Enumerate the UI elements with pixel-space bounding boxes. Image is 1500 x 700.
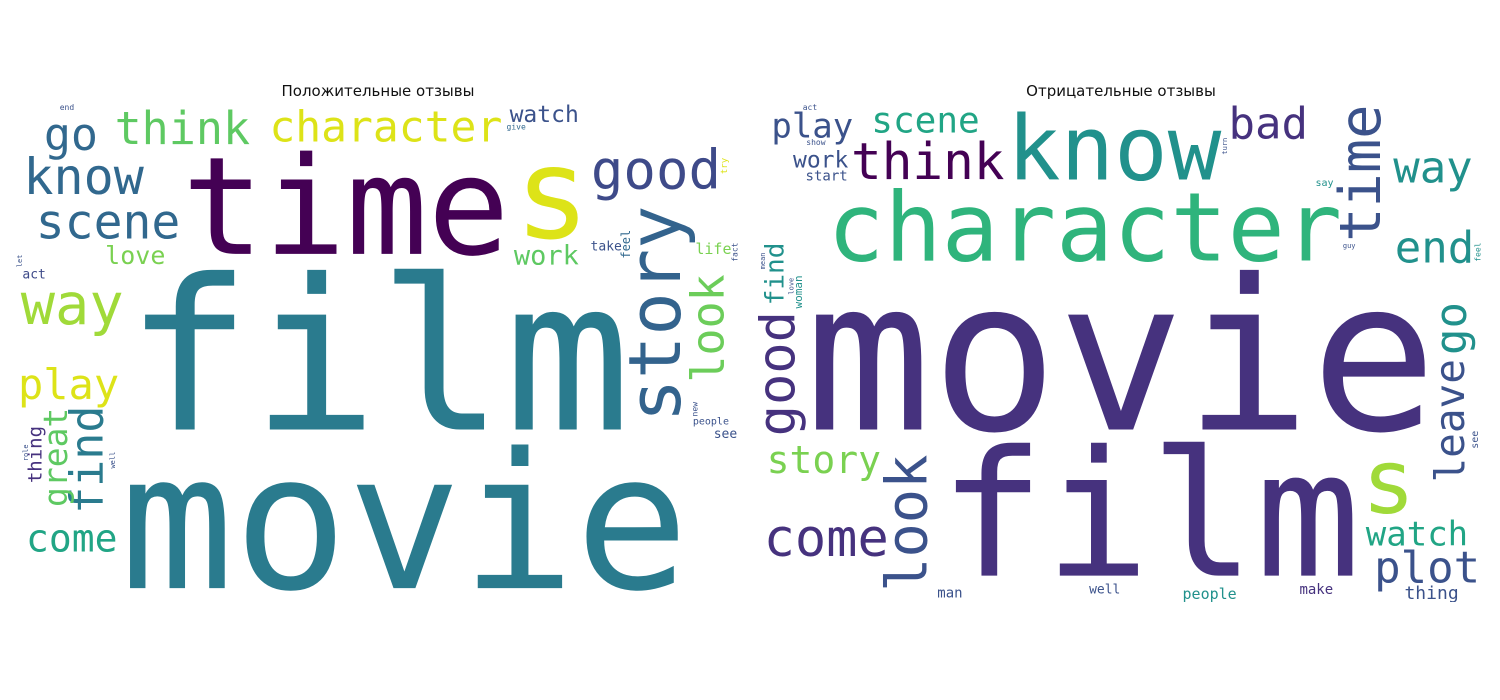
chart-title-negative: Отрицательные отзывы xyxy=(1026,82,1216,100)
wordcloud-word: end xyxy=(1395,222,1474,273)
wordcloud-word: look xyxy=(874,455,940,592)
wordcloud-panel-negative: Отрицательные отзывы movie film character l… xyxy=(758,80,1484,602)
wordcloud-word: see xyxy=(714,427,738,442)
wordcloud-word: story xyxy=(767,438,881,482)
wordcloud-word: let xyxy=(16,255,24,268)
wordcloud-word: film xyxy=(125,234,631,479)
wordcloud-word: film xyxy=(939,415,1360,602)
wordcloud-word: take xyxy=(591,239,622,254)
wordcloud-word: movie xyxy=(120,413,689,602)
wordcloud-word: mean xyxy=(759,252,767,269)
wordcloud-word: come xyxy=(764,509,889,569)
wordcloud-word: make xyxy=(1299,582,1333,598)
wordcloud-word: think xyxy=(851,133,1005,192)
wordcloud-word: try xyxy=(720,157,730,174)
wordcloud-word: turn xyxy=(1221,138,1229,155)
wordcloud-word: leave xyxy=(1426,359,1474,482)
wordcloud-word: act xyxy=(803,103,818,112)
wordcloud-word: well xyxy=(109,452,117,469)
wordcloud-word: love xyxy=(105,241,165,270)
wordcloud-word: end xyxy=(60,103,75,112)
wordcloud-word: woman xyxy=(792,275,805,308)
wordcloud-word: start xyxy=(806,168,848,184)
wordcloud-word: people xyxy=(693,417,729,428)
wordcloud-word: s xyxy=(1362,429,1416,533)
wordcloud-word: feel xyxy=(1473,242,1482,261)
wordcloud-word: play xyxy=(771,106,853,146)
wordcloud-word: well xyxy=(1089,582,1120,597)
wordcloud-word: fact xyxy=(730,242,739,261)
wordcloud-word: plot xyxy=(1374,542,1480,593)
wordcloud-word: know xyxy=(1007,102,1222,200)
wordcloud-word: time xyxy=(1328,104,1394,241)
wordcloud-word: movie xyxy=(805,234,1437,479)
wordcloud-word: character xyxy=(827,174,1342,284)
wordcloud-word: life xyxy=(695,240,731,258)
wordcloud-word: work xyxy=(793,147,849,173)
wordcloud-word: way xyxy=(1393,143,1472,194)
wordcloud-word: scene xyxy=(871,102,979,142)
wordcloud-word: way xyxy=(21,272,124,338)
wordcloud-word: play xyxy=(18,360,119,409)
wordcloud-word: think xyxy=(115,102,250,155)
wordcloud-word: say xyxy=(1315,178,1333,189)
wordcloud-word: thing xyxy=(25,426,47,483)
wordcloud-word: great xyxy=(36,408,75,507)
wordcloud-word: find xyxy=(761,243,791,306)
wordcloud-word: work xyxy=(514,241,579,272)
chart-title-positive: Положительные отзывы xyxy=(281,82,475,100)
wordcloud-word: new xyxy=(691,402,700,417)
wordcloud-word: people xyxy=(1183,585,1237,602)
wordcloud-word: go xyxy=(44,108,98,161)
wordcloud-word: look xyxy=(681,274,734,382)
wordcloud-word: character xyxy=(269,103,502,153)
wordcloud-word: s xyxy=(514,120,590,267)
wordcloud-panel-positive: Положительные отзывы film movie time s chara… xyxy=(15,80,741,602)
wordcloud-word: time xyxy=(182,129,510,287)
wordcloud-word: guy xyxy=(1343,242,1356,250)
wordcloud-word: see xyxy=(1470,431,1481,449)
wordcloud-word: know xyxy=(23,148,144,206)
wordcloud-word: role xyxy=(22,444,30,461)
wordcloud-word: man xyxy=(937,586,962,602)
wordcloud-word: feel xyxy=(619,230,633,259)
wordcloud-word: scene xyxy=(36,195,181,251)
wordcloud-word: go xyxy=(1426,302,1477,355)
wordcloud-word: watch xyxy=(510,102,579,128)
wordcloud-word: bad xyxy=(1229,102,1308,149)
wordcloud-word: story xyxy=(613,206,697,423)
wordcloud-word: watch xyxy=(1366,514,1468,554)
wordcloud-word: love xyxy=(788,278,796,295)
wordcloud-word: find xyxy=(61,406,114,514)
wordcloud-word: good xyxy=(591,139,721,202)
wordcloud-word: show xyxy=(806,138,825,147)
wordcloud-word: come xyxy=(26,516,118,560)
wordcloud-word: act xyxy=(22,268,45,283)
wordcloud-word: good xyxy=(758,311,808,436)
wordcloud-word: give xyxy=(507,123,526,132)
wordcloud-word: thing xyxy=(1404,583,1458,602)
